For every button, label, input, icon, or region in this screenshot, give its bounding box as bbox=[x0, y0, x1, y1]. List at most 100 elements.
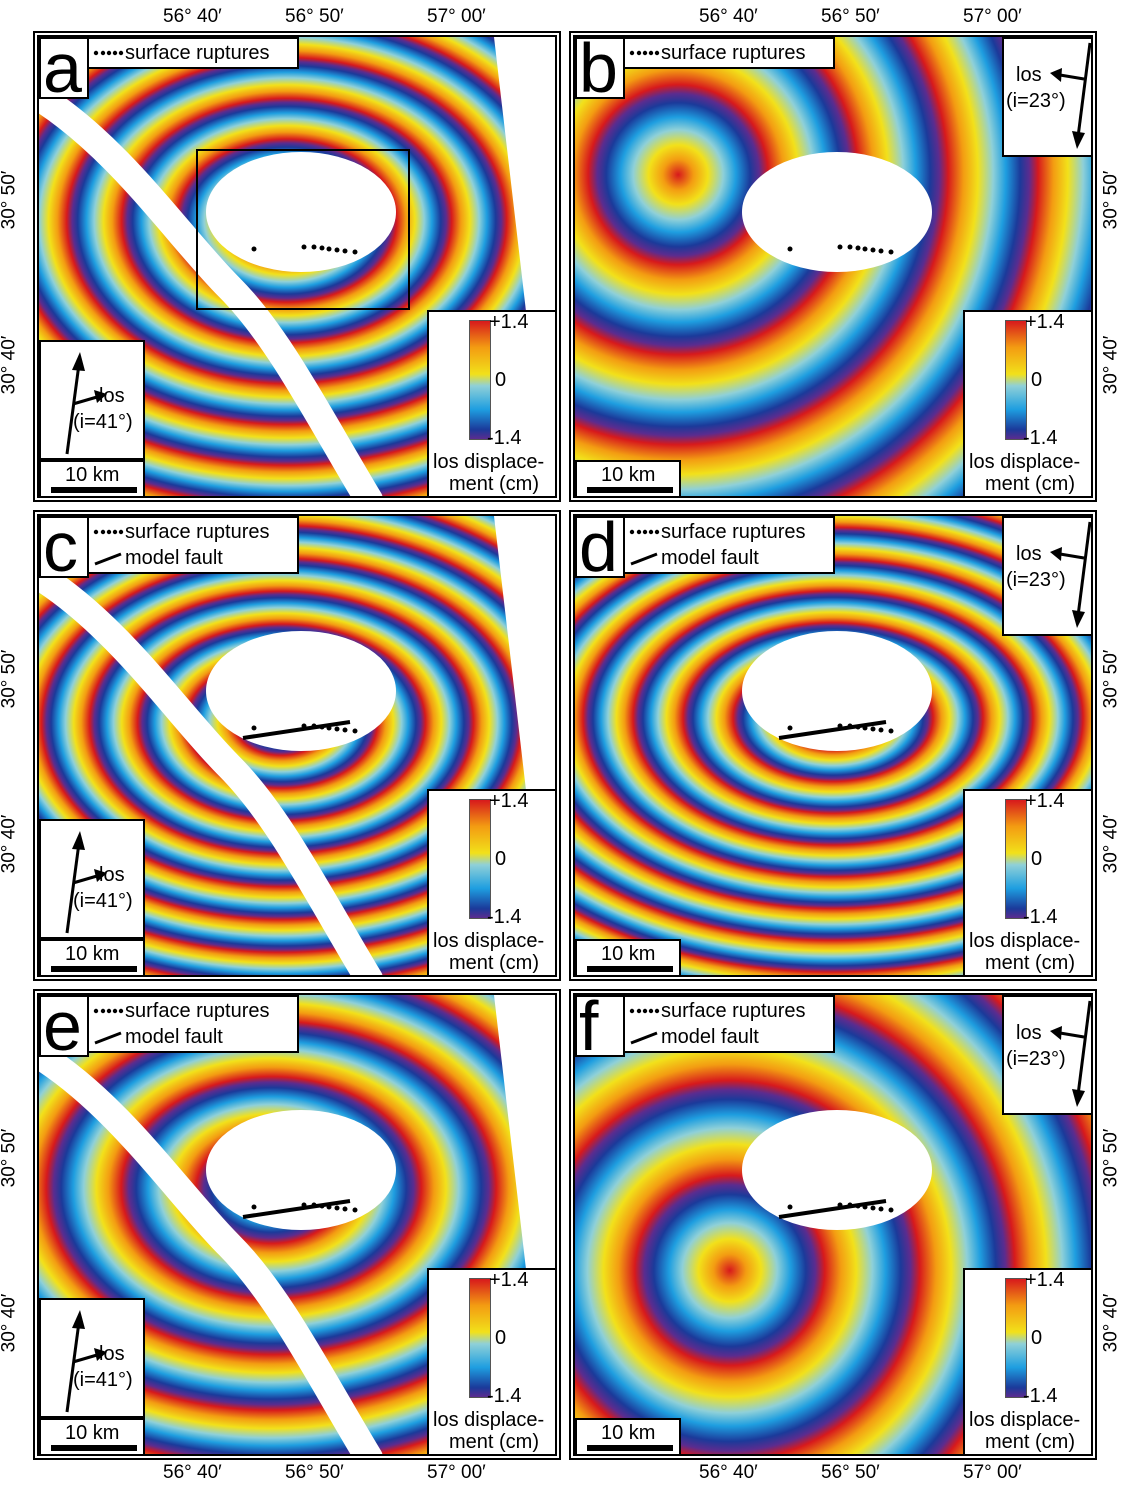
colorbar-mid: 0 bbox=[1031, 849, 1042, 869]
legend-label: surface ruptures bbox=[125, 522, 270, 542]
decorrelation-area bbox=[206, 1110, 396, 1230]
surface-rupture bbox=[335, 248, 340, 253]
colorbar-title: los displace- bbox=[969, 452, 1080, 472]
los-arrow bbox=[73, 876, 97, 883]
los-box: los(i=23°) bbox=[1002, 995, 1093, 1115]
los-arrowhead bbox=[94, 1348, 107, 1361]
surface-rupture bbox=[848, 245, 853, 250]
legend-dot bbox=[101, 530, 105, 534]
legend-dot bbox=[643, 51, 647, 55]
legend-dot bbox=[119, 51, 123, 55]
latitude-label: 30° 40′ bbox=[0, 1294, 20, 1353]
los-arrows bbox=[1004, 997, 1093, 1113]
latitude-label: 30° 40′ bbox=[0, 815, 20, 874]
colorbar bbox=[469, 320, 491, 440]
flight-arrow bbox=[67, 1322, 79, 1412]
legend-label: surface ruptures bbox=[125, 1001, 270, 1021]
los-arrowhead bbox=[1050, 547, 1062, 561]
surface-rupture bbox=[879, 1207, 884, 1212]
scale-bar-box: 10 km bbox=[575, 460, 681, 498]
legend-box: surface ruptures bbox=[87, 37, 299, 69]
flight-arrowhead bbox=[1072, 610, 1085, 628]
legend-label: surface ruptures bbox=[661, 43, 806, 63]
colorbar-mid: 0 bbox=[1031, 1328, 1042, 1348]
panel-letter: c bbox=[43, 514, 78, 582]
legend-dot bbox=[655, 530, 659, 534]
longitude-label: 56° 40′ bbox=[699, 6, 758, 28]
colorbar-box: +1.40-1.4los displace-ment (cm) bbox=[963, 310, 1093, 498]
legend-symbol bbox=[91, 522, 125, 542]
surface-rupture bbox=[320, 246, 325, 251]
surface-rupture bbox=[353, 1208, 358, 1213]
legend-box: surface ruptures bbox=[623, 37, 835, 69]
longitude-label: 56° 50′ bbox=[285, 1462, 344, 1484]
legend-dot bbox=[643, 530, 647, 534]
legend-line bbox=[95, 554, 121, 564]
surface-rupture bbox=[252, 247, 257, 252]
los-box: los(i=23°) bbox=[1002, 516, 1093, 636]
legend-label: model fault bbox=[661, 548, 759, 568]
scale-bar-label: 10 km bbox=[65, 1423, 119, 1443]
decorrelation-area bbox=[742, 631, 932, 751]
colorbar bbox=[469, 1278, 491, 1398]
los-box: los(i=41°) bbox=[39, 1298, 145, 1418]
legend-dot bbox=[119, 530, 123, 534]
scale-bar-box: 10 km bbox=[575, 1418, 681, 1456]
legend-label: model fault bbox=[661, 1027, 759, 1047]
surface-rupture bbox=[838, 245, 843, 250]
longitude-label: 56° 40′ bbox=[163, 1462, 222, 1484]
interferogram-panel: f surface ruptures model fault los(i=23°) 10… bbox=[573, 993, 1093, 1456]
latitude-label: 30° 50′ bbox=[0, 1129, 20, 1188]
surface-rupture bbox=[343, 1207, 348, 1212]
flight-arrow bbox=[1078, 43, 1090, 137]
los-box: los(i=41°) bbox=[39, 340, 145, 460]
scale-bar-box: 10 km bbox=[39, 1418, 145, 1456]
panel-letter: b bbox=[579, 35, 618, 103]
colorbar-title: los displace- bbox=[433, 931, 544, 951]
legend-symbol bbox=[91, 548, 125, 568]
latitude-label: 30° 50′ bbox=[0, 650, 20, 709]
surface-rupture bbox=[879, 249, 884, 254]
surface-rupture bbox=[788, 726, 793, 731]
legend-symbol bbox=[627, 43, 661, 63]
legend-dot bbox=[637, 1009, 641, 1013]
colorbar-mid: 0 bbox=[495, 849, 506, 869]
legend-box: surface rupturesmodel fault bbox=[623, 516, 835, 574]
scale-bar-label: 10 km bbox=[601, 1423, 655, 1443]
legend-dot bbox=[107, 51, 111, 55]
legend-dot bbox=[637, 51, 641, 55]
scale-bar bbox=[51, 1445, 137, 1451]
legend-dot bbox=[113, 530, 117, 534]
legend-symbol bbox=[627, 522, 661, 542]
surface-rupture bbox=[252, 1205, 257, 1210]
longitude-label: 57° 00′ bbox=[427, 1462, 486, 1484]
longitude-label: 56° 40′ bbox=[699, 1462, 758, 1484]
legend-symbol bbox=[91, 1027, 125, 1047]
latitude-label: 30° 50′ bbox=[0, 171, 20, 230]
scale-bar-box: 10 km bbox=[39, 460, 145, 498]
colorbar-title: ment (cm) bbox=[985, 953, 1075, 973]
panel-letter-box: b bbox=[575, 37, 625, 99]
los-arrow bbox=[1060, 1033, 1084, 1037]
colorbar-max: +1.4 bbox=[1025, 791, 1064, 811]
flight-arrow bbox=[1078, 1001, 1090, 1095]
colorbar-title: ment (cm) bbox=[985, 474, 1075, 494]
legend-label: surface ruptures bbox=[661, 1001, 806, 1021]
surface-rupture bbox=[353, 250, 358, 255]
colorbar-box: +1.40-1.4los displace-ment (cm) bbox=[427, 1268, 557, 1456]
legend-dot bbox=[630, 530, 634, 534]
latitude-label: 30° 50′ bbox=[1100, 171, 1122, 230]
legend-label: surface ruptures bbox=[125, 43, 270, 63]
colorbar bbox=[469, 799, 491, 919]
legend-dot bbox=[94, 1009, 98, 1013]
panel-letter: f bbox=[579, 993, 598, 1061]
surface-rupture bbox=[889, 1208, 894, 1213]
scale-bar-label: 10 km bbox=[65, 944, 119, 964]
latitude-label: 30° 50′ bbox=[1100, 650, 1122, 709]
scale-bar-label: 10 km bbox=[65, 465, 119, 485]
legend-dot bbox=[94, 51, 98, 55]
longitude-label: 57° 00′ bbox=[963, 6, 1022, 28]
los-arrowhead bbox=[94, 390, 107, 403]
